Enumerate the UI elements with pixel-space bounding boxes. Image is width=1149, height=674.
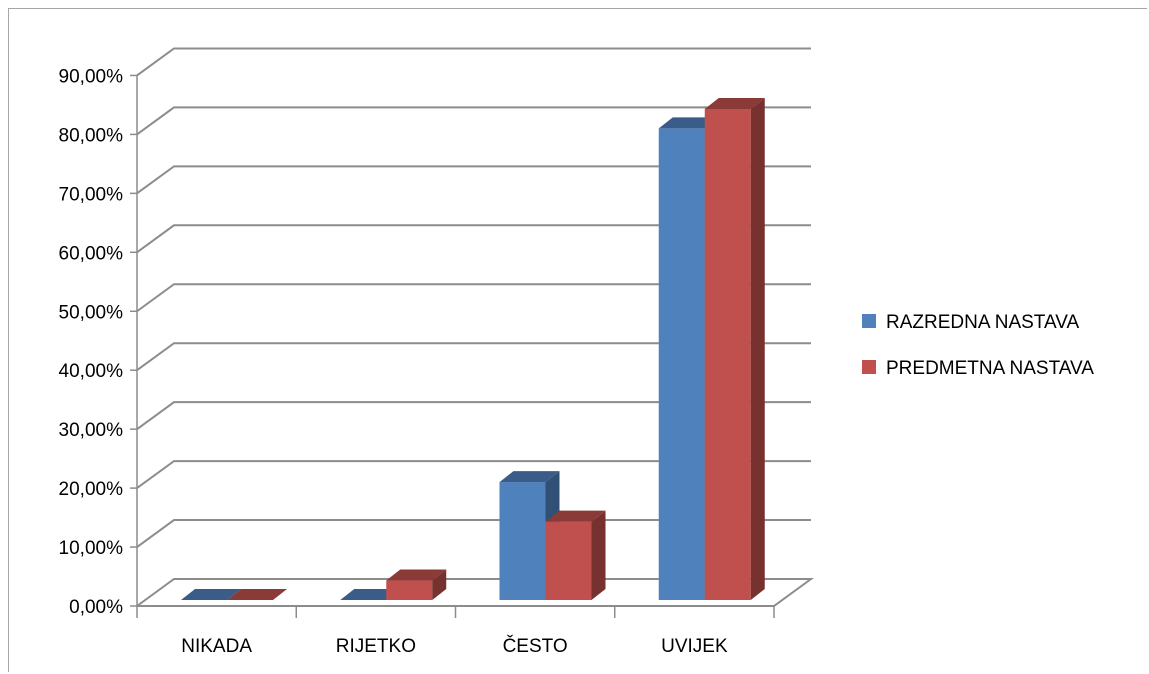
label-layer: 0,00% 10,00% 20,00% 30,00% 40,00% 50,00% 60,00… [59, 66, 728, 657]
y-tick-label: 40,00% [59, 361, 124, 382]
bar-top [227, 589, 287, 600]
chart-frame [8, 8, 1147, 672]
y-tick-label: 50,00% [59, 302, 124, 323]
gridline [136, 106, 811, 136]
y-tick-label: 10,00% [59, 538, 124, 559]
bar-top [386, 569, 447, 581]
legend-swatch [862, 314, 876, 328]
axis-layer [130, 74, 815, 618]
bar-front [704, 108, 751, 600]
bar-top [545, 510, 606, 522]
gridline [136, 165, 811, 195]
bar-side [432, 569, 447, 600]
x-tick-label: RIJETKO [336, 636, 416, 657]
gridline [136, 401, 811, 430]
bar-front [658, 128, 705, 600]
bar-side [750, 97, 765, 600]
bar-uvijek-predmetna [704, 97, 765, 600]
gridline [136, 460, 811, 489]
gridline [136, 283, 811, 313]
legend-swatch [862, 360, 876, 374]
bar-rijetko-predmetna [386, 569, 447, 600]
bar-rijetko-razredna [340, 589, 401, 601]
y-tick-label: 90,00% [59, 66, 124, 87]
gridline [136, 47, 811, 77]
grid-layer [136, 47, 811, 548]
bar-top [499, 471, 560, 483]
gridline [136, 342, 811, 372]
bar-side [591, 510, 606, 600]
bar-front [386, 580, 433, 600]
bar-top [704, 97, 765, 109]
x-tick-label: ČESTO [503, 635, 568, 657]
legend-label: PREDMETNA NASTAVA [886, 358, 1094, 379]
y-tick-label: 30,00% [59, 420, 124, 441]
bar-front [545, 521, 592, 600]
y-tick-label: 60,00% [59, 243, 124, 264]
x-tick-label: UVIJEK [661, 636, 728, 657]
bar-nikada-predmetna [227, 589, 287, 601]
gridline [136, 224, 811, 254]
bar-layer [181, 97, 765, 601]
bar-top [181, 589, 241, 600]
legend: RAZREDNA NASTAVA PREDMETNA NASTAVA [862, 312, 1094, 379]
bar-nikada-razredna [181, 589, 241, 601]
bar-često-predmetna [545, 510, 606, 600]
legend-label: RAZREDNA NASTAVA [886, 312, 1080, 333]
y-tick-label: 80,00% [59, 125, 124, 146]
bar-top [658, 117, 719, 129]
bar-top [340, 589, 401, 600]
y-tick-label: 20,00% [59, 479, 124, 500]
bar-front [499, 482, 546, 600]
y-tick-label: 70,00% [59, 184, 124, 205]
x-tick-label: NIKADA [181, 636, 252, 657]
y-tick-label: 0,00% [69, 597, 123, 618]
